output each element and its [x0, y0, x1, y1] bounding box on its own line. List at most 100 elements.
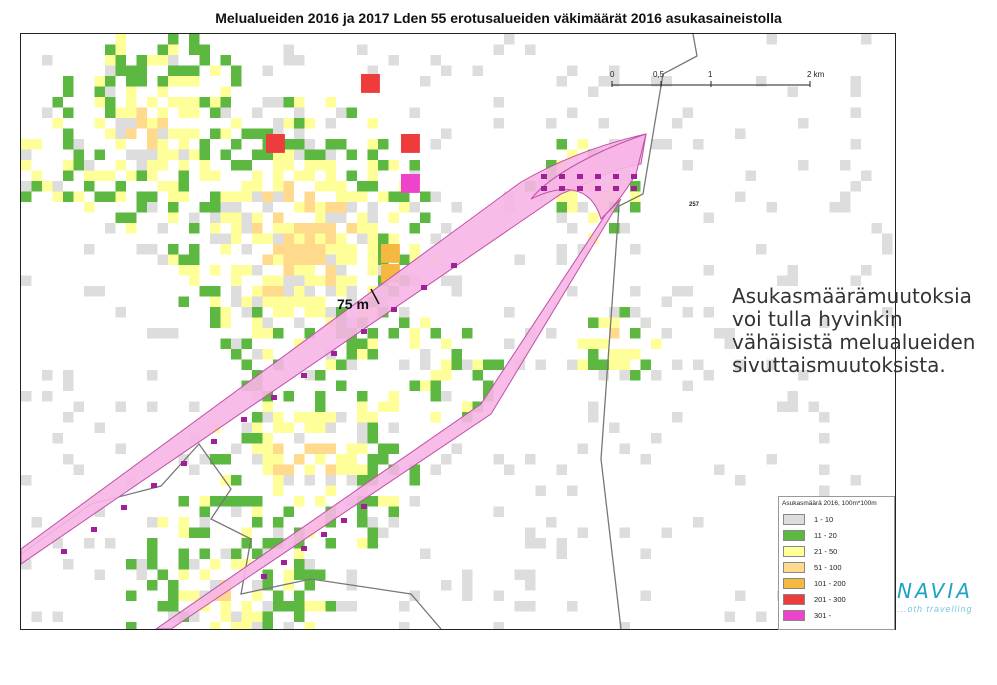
grid-cell [63, 160, 74, 171]
grid-cell [388, 233, 399, 244]
grid-cell [252, 506, 263, 517]
grid-cell [273, 475, 284, 486]
grid-cell [346, 349, 357, 360]
grid-cell [126, 149, 137, 160]
grid-cell [147, 139, 158, 150]
grid-cell [787, 401, 798, 412]
building-marker [121, 505, 127, 510]
grid-cell [241, 422, 252, 433]
grid-cell [273, 212, 284, 223]
grid-cell [336, 139, 347, 150]
grid-cell [294, 149, 305, 160]
grid-cell [472, 370, 483, 381]
grid-cell [577, 202, 588, 213]
grid-cell [73, 149, 84, 160]
grid-cell [283, 391, 294, 402]
grid-cell [273, 233, 284, 244]
legend-item: 301 - [783, 610, 893, 622]
building-marker [391, 307, 397, 312]
grid-cell [420, 317, 431, 328]
grid-cell [682, 107, 693, 118]
grid-cell [52, 97, 63, 108]
grid-cell [598, 359, 609, 370]
grid-cell [441, 454, 452, 465]
building-marker [613, 186, 619, 191]
grid-cell [567, 286, 578, 297]
grid-cell [157, 160, 168, 171]
grid-cell [231, 443, 242, 454]
grid-cell [525, 601, 536, 612]
grid-cell [252, 517, 263, 528]
grid-cell [262, 391, 273, 402]
grid-cell [126, 223, 137, 234]
grid-cell [252, 223, 263, 234]
grid-cell [252, 590, 263, 601]
grid-cell [220, 128, 231, 139]
grid-cell [178, 296, 189, 307]
grid-cell [252, 191, 263, 202]
grid-cell [136, 170, 147, 181]
grid-cell [231, 296, 242, 307]
grid-cell [462, 569, 473, 580]
grid-cell [409, 464, 420, 475]
grid-cell [189, 107, 200, 118]
grid-cell [304, 601, 315, 612]
grid-cell [168, 601, 179, 612]
grid-cell [241, 223, 252, 234]
legend-label: 21 - 50 [814, 547, 838, 556]
grid-cell [651, 338, 662, 349]
grid-cell [598, 118, 609, 129]
building-marker [559, 186, 565, 191]
grid-cell [115, 307, 126, 318]
grid-cell [231, 496, 242, 507]
grid-cell [273, 97, 284, 108]
legend-item: 101 - 200 [783, 578, 893, 590]
building-marker [301, 546, 307, 551]
grid-cell [882, 307, 893, 318]
grid-cell [567, 223, 578, 234]
building-marker [241, 417, 247, 422]
grid-cell [619, 223, 630, 234]
grid-cell [315, 401, 326, 412]
grid-cell [273, 160, 284, 171]
grid-cell [829, 202, 840, 213]
grid-cell [136, 65, 147, 76]
map-view[interactable]: 0 0,5 1 2 km 75 m 257 [20, 33, 896, 630]
grid-cell [273, 412, 284, 423]
grid-cell [315, 454, 326, 465]
grid-cell [336, 359, 347, 370]
grid-cell [262, 254, 273, 265]
grid-cell [325, 412, 336, 423]
grid-cell [126, 118, 137, 129]
grid-cell [84, 286, 95, 297]
grid-cell [262, 65, 273, 76]
grid-cell [619, 527, 630, 538]
grid-cell [556, 212, 567, 223]
grid-cell [777, 275, 788, 286]
grid-cell [147, 97, 158, 108]
grid-cell [178, 254, 189, 265]
grid-cell [105, 65, 116, 76]
grid-cell [189, 464, 200, 475]
grid-cell [241, 359, 252, 370]
grid-cell [367, 517, 378, 528]
grid-cell [472, 65, 483, 76]
grid-cell [756, 244, 767, 255]
grid-cell [262, 580, 273, 591]
grid-cell [168, 202, 179, 213]
grid-cell [850, 86, 861, 97]
grid-cell [252, 496, 263, 507]
grid-cell [304, 412, 315, 423]
grid-cell [136, 107, 147, 118]
grid-cell [357, 506, 368, 517]
grid-cell [115, 65, 126, 76]
grid-cell [294, 496, 305, 507]
grid-cell [178, 527, 189, 538]
grid-cell [241, 128, 252, 139]
grid-cell [21, 559, 32, 570]
grid-cell [462, 580, 473, 591]
grid-cell [703, 265, 714, 276]
building-marker [91, 527, 97, 532]
grid-cell [336, 454, 347, 465]
grid-cell [273, 538, 284, 549]
